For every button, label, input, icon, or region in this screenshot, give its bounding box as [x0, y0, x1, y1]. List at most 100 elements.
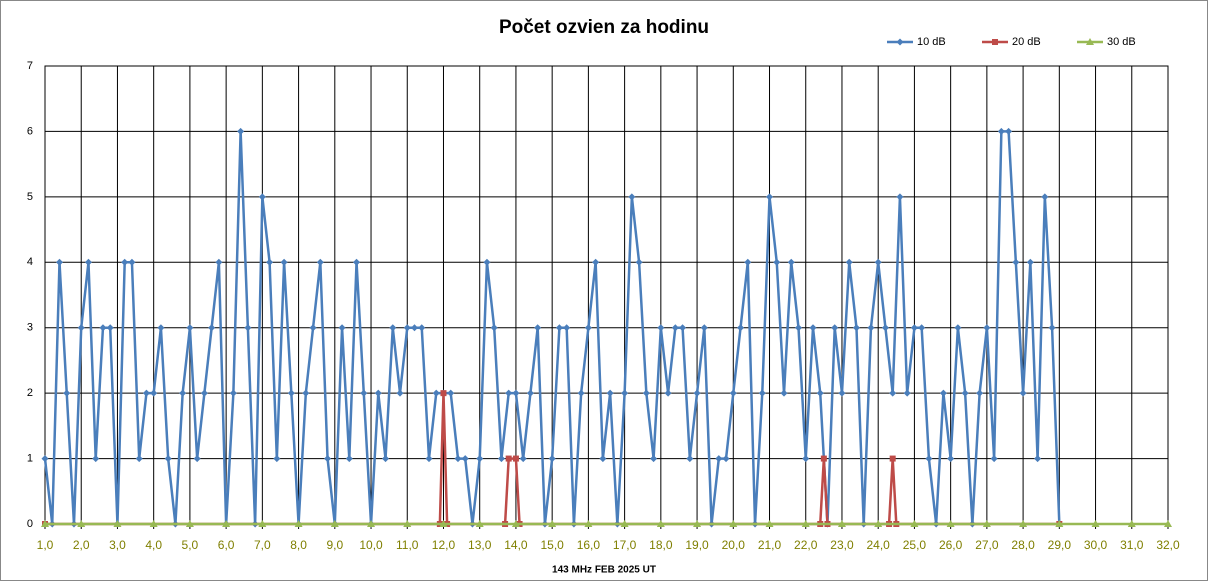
marker: [620, 520, 629, 527]
marker: [801, 520, 810, 527]
marker: [461, 455, 469, 463]
marker: [744, 258, 752, 266]
marker: [229, 389, 237, 397]
marker: [222, 520, 231, 527]
marker: [1055, 520, 1064, 527]
marker: [1019, 389, 1027, 397]
x-tick-label: 10,0: [359, 538, 383, 552]
marker: [656, 520, 665, 527]
x-tick-label: 17,0: [613, 538, 637, 552]
marker: [447, 389, 455, 397]
marker: [628, 193, 636, 201]
marker: [164, 455, 172, 463]
marker: [671, 324, 679, 332]
marker: [511, 520, 520, 527]
marker: [1005, 127, 1013, 135]
marker: [534, 324, 542, 332]
legend-marker: [992, 39, 998, 45]
marker: [693, 520, 702, 527]
legend-label: 30 dB: [1107, 36, 1136, 48]
marker: [787, 258, 795, 266]
marker: [113, 520, 122, 527]
marker: [1019, 520, 1028, 527]
marker: [1127, 520, 1136, 527]
marker: [330, 520, 339, 527]
marker: [852, 324, 860, 332]
marker: [150, 389, 158, 397]
marker: [128, 258, 136, 266]
marker: [425, 455, 433, 463]
marker: [215, 258, 223, 266]
x-tick-label: 6,0: [218, 538, 235, 552]
marker: [1026, 258, 1034, 266]
marker: [135, 455, 143, 463]
marker: [179, 389, 187, 397]
marker: [577, 389, 585, 397]
marker: [715, 455, 723, 463]
marker: [592, 258, 600, 266]
marker: [802, 455, 810, 463]
marker: [193, 455, 201, 463]
marker: [954, 324, 962, 332]
marker: [266, 258, 274, 266]
marker: [186, 324, 194, 332]
x-tick-label: 16,0: [577, 538, 601, 552]
x-tick-label: 2,0: [73, 538, 90, 552]
x-tick-label: 15,0: [540, 538, 564, 552]
legend-label: 20 dB: [1012, 36, 1041, 48]
marker: [621, 389, 629, 397]
marker: [418, 324, 426, 332]
marker: [874, 258, 882, 266]
marker: [820, 455, 827, 462]
marker: [874, 520, 883, 527]
marker: [121, 258, 129, 266]
marker: [440, 390, 447, 397]
marker: [1048, 324, 1056, 332]
marker: [903, 389, 911, 397]
marker: [208, 324, 216, 332]
marker: [84, 258, 92, 266]
marker: [780, 389, 788, 397]
marker: [982, 520, 991, 527]
marker: [946, 520, 955, 527]
y-tick-label: 4: [27, 256, 33, 268]
marker: [737, 324, 745, 332]
marker: [273, 455, 281, 463]
marker: [476, 455, 484, 463]
marker: [63, 389, 71, 397]
y-tick-label: 3: [27, 322, 33, 334]
marker: [92, 455, 100, 463]
marker: [548, 520, 557, 527]
marker: [773, 258, 781, 266]
marker: [99, 324, 107, 332]
marker: [309, 324, 317, 332]
legend-marker: [1086, 38, 1094, 45]
marker: [244, 324, 252, 332]
marker: [512, 389, 520, 397]
x-tick-label: 19,0: [685, 538, 709, 552]
x-tick-label: 30,0: [1084, 538, 1108, 552]
marker: [983, 324, 991, 332]
marker: [563, 324, 571, 332]
marker: [584, 520, 593, 527]
marker: [338, 324, 346, 332]
marker: [185, 520, 194, 527]
x-tick-label: 5,0: [182, 538, 199, 552]
marker: [939, 389, 947, 397]
marker: [896, 193, 904, 201]
y-tick-label: 7: [27, 60, 33, 72]
marker: [1091, 520, 1100, 527]
x-tick-label: 18,0: [649, 538, 673, 552]
marker: [454, 455, 462, 463]
marker: [606, 389, 614, 397]
marker: [55, 258, 63, 266]
marker: [889, 389, 897, 397]
marker: [1012, 258, 1020, 266]
marker: [650, 455, 658, 463]
y-tick-label: 5: [27, 191, 33, 203]
marker: [548, 455, 556, 463]
marker: [700, 324, 708, 332]
x-tick-label: 31,0: [1120, 538, 1144, 552]
marker: [302, 389, 310, 397]
marker: [831, 324, 839, 332]
